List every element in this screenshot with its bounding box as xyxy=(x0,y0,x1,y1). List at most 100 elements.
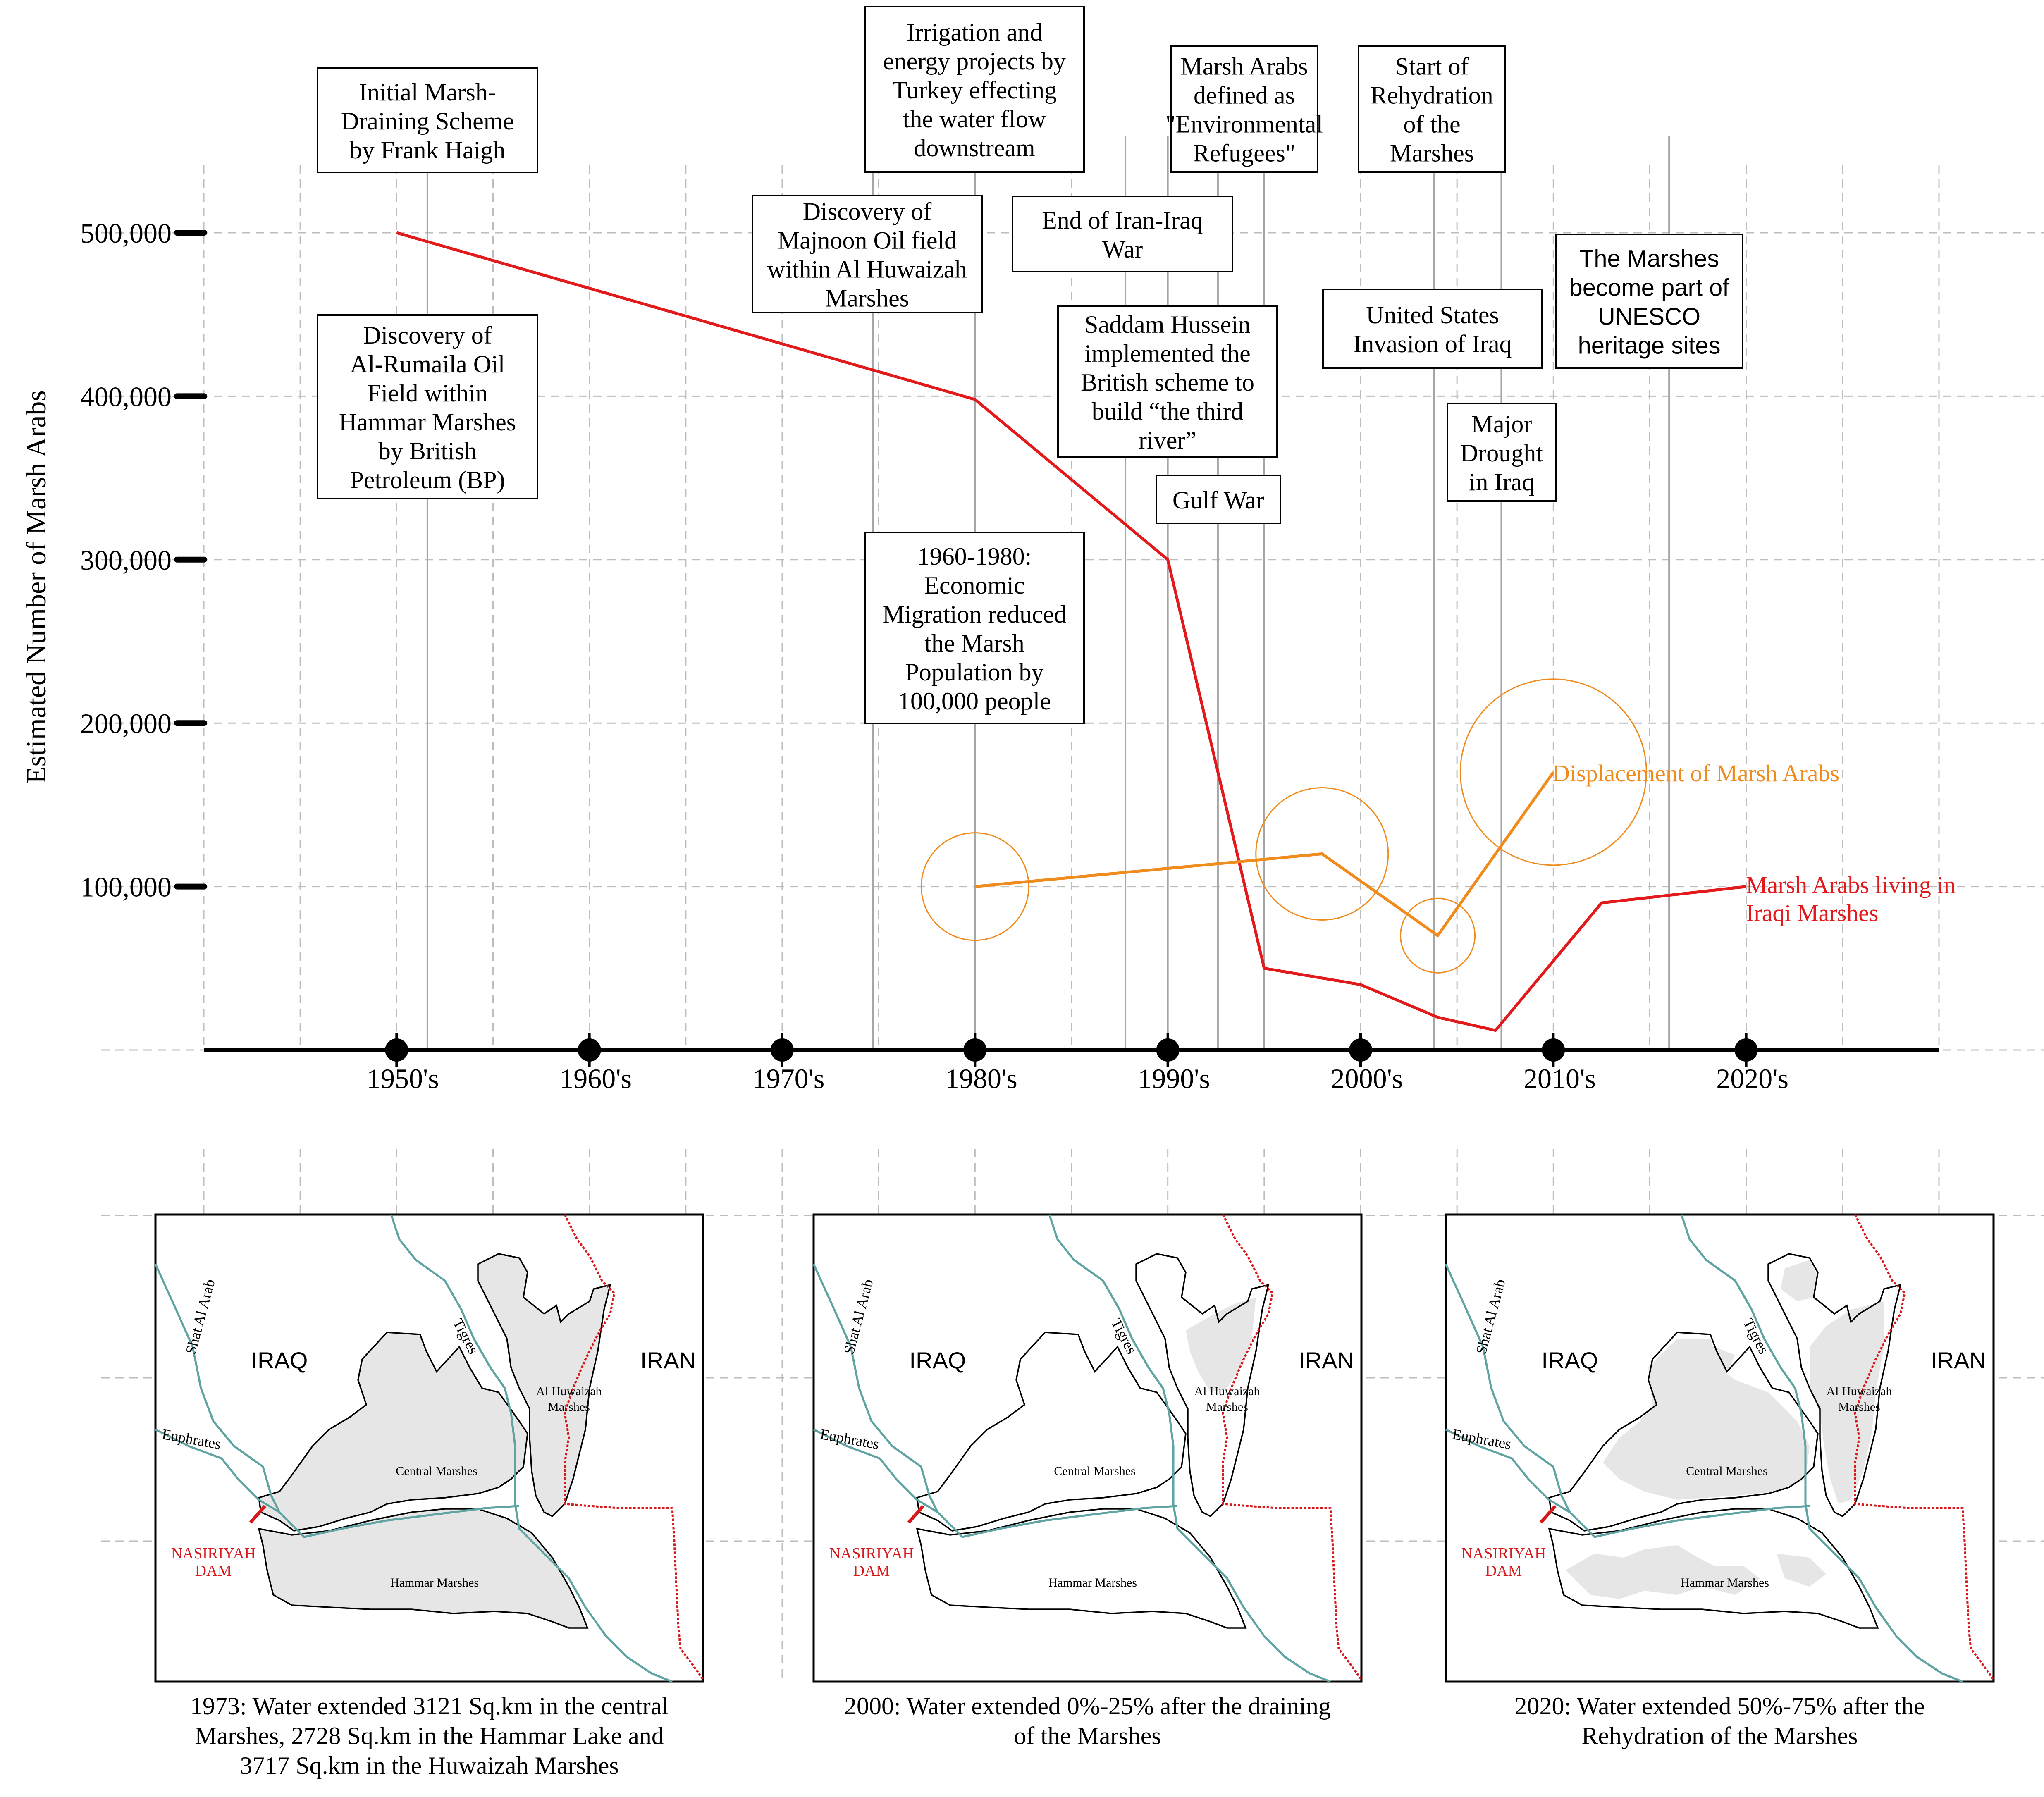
label-hammar-marshes: Hammar Marshes xyxy=(1681,1576,1769,1589)
label-nasiriyah-dam: NASIRIYAH xyxy=(171,1545,256,1562)
event-label: Saddam Hussein xyxy=(1084,311,1251,338)
event-label: Population by xyxy=(905,659,1043,686)
event-label: heritage sites xyxy=(1578,332,1721,359)
hammar-marshes-outline xyxy=(258,1508,589,1629)
label-hammar-marshes: Hammar Marshes xyxy=(390,1576,479,1589)
y-tick-label: 300,000 xyxy=(80,544,172,576)
shat-al-arab-river xyxy=(812,1263,939,1513)
label-al-huwaizah: Marshes xyxy=(1838,1400,1880,1414)
label-iraq: IRAQ xyxy=(1542,1347,1598,1373)
label-iraq: IRAQ xyxy=(910,1347,966,1373)
event-label: Discovery of xyxy=(803,198,932,225)
event-label: the water flow xyxy=(903,105,1046,133)
event-box xyxy=(1057,305,1278,458)
central-marshes-outline xyxy=(916,1332,1187,1532)
event-label: Refugees" xyxy=(1193,140,1296,167)
event-label: End of Iran-Iraq xyxy=(1042,207,1203,234)
event-label: of the xyxy=(1403,111,1460,138)
map-caption: 3717 Sq.km in the Huwaizah Marshes xyxy=(240,1752,619,1779)
label-nasiriyah-dam: DAM xyxy=(853,1562,890,1580)
x-tick-label: 2020's xyxy=(1716,1063,1788,1094)
nasiriyah-dam-marker xyxy=(907,1505,925,1524)
event-box xyxy=(1012,196,1233,272)
hammar-marshes-outline xyxy=(916,1508,1247,1629)
x-tick-label: 2010's xyxy=(1523,1063,1596,1094)
event-label: "Environmental xyxy=(1165,111,1323,138)
marsh-water-patch xyxy=(1694,1339,1735,1388)
x-tick-label: 2000's xyxy=(1331,1063,1403,1094)
event-label: implemented the xyxy=(1084,340,1251,367)
marsh-water-patch xyxy=(1777,1554,1826,1587)
marsh-water-patch xyxy=(1566,1545,1760,1599)
event-box xyxy=(1156,475,1281,524)
label-al-huwaizah: Al Huwaizah xyxy=(1826,1384,1892,1398)
event-label: 100,000 people xyxy=(898,687,1051,715)
y-tick-label: 500,000 xyxy=(80,217,172,249)
label-central-marshes: Central Marshes xyxy=(1686,1464,1767,1478)
central-marshes-outline xyxy=(1548,1332,1819,1532)
tigris-river xyxy=(390,1214,673,1683)
event-label: Initial Marsh- xyxy=(359,79,496,106)
label-nasiriyah-dam: DAM xyxy=(1485,1562,1522,1580)
euphrates-river xyxy=(813,1428,1178,1538)
event-label: Major xyxy=(1471,410,1532,438)
event-label: Economic xyxy=(924,572,1024,599)
x-tick-label: 1980's xyxy=(945,1063,1017,1094)
map-caption: 2020: Water extended 50%-75% after the xyxy=(1514,1692,1925,1720)
shat-al-arab-river xyxy=(1445,1263,1571,1513)
label-al-huwaizah: Marshes xyxy=(1206,1400,1248,1414)
event-label: Migration reduced xyxy=(883,601,1067,628)
event-label: by Frank Haigh xyxy=(350,136,506,164)
label-iran: IRAN xyxy=(1299,1347,1354,1373)
central-marshes-water xyxy=(259,1332,528,1531)
y-tick-label: 200,000 xyxy=(80,708,172,739)
event-label: Marsh Arabs xyxy=(1180,53,1308,80)
iran-iraq-border xyxy=(1222,1214,1363,1680)
event-label: Start of xyxy=(1395,53,1469,80)
map-caption: 1973: Water extended 3121 Sq.km in the c… xyxy=(190,1692,669,1720)
huwaizah-marshes-outline xyxy=(1135,1253,1270,1518)
x-tick-label: 1950's xyxy=(367,1063,439,1094)
label-hammar-marshes: Hammar Marshes xyxy=(1048,1576,1137,1589)
y-tick-label: 400,000 xyxy=(80,381,172,412)
series-label-displacement: Displacement of Marsh Arabs xyxy=(1552,760,1839,787)
event-box xyxy=(317,314,538,499)
label-central-marshes: Central Marshes xyxy=(1054,1464,1135,1478)
event-label: Discovery of xyxy=(363,322,492,349)
event-box xyxy=(752,195,983,313)
shat-al-arab-river xyxy=(154,1263,281,1513)
label-nasiriyah-dam: NASIRIYAH xyxy=(829,1545,914,1562)
event-label: in Iraq xyxy=(1469,468,1534,496)
euphrates-river xyxy=(1445,1428,1810,1538)
label-nasiriyah-dam: NASIRIYAH xyxy=(1461,1545,1546,1562)
label-central-marshes: Central Marshes xyxy=(396,1464,477,1478)
map-caption: Marshes, 2728 Sq.km in the Hammar Lake a… xyxy=(195,1722,664,1749)
displacement-bubble xyxy=(1255,787,1389,921)
x-tick-label: 1990's xyxy=(1138,1063,1210,1094)
x-tick-label: 1970's xyxy=(752,1063,825,1094)
huwaizah-marshes-outline xyxy=(477,1253,611,1518)
map-caption: of the Marshes xyxy=(1014,1722,1161,1749)
hammar-marshes-water xyxy=(259,1509,587,1628)
event-label: Al-Rumaila Oil xyxy=(350,351,505,378)
label-al-huwaizah: Al Huwaizah xyxy=(536,1384,602,1398)
event-label: Marshes xyxy=(825,285,909,312)
hammar-marshes-outline xyxy=(1548,1508,1879,1629)
y-axis-label: Estimated Number of Marsh Arabs xyxy=(20,390,52,784)
euphrates-river xyxy=(155,1428,520,1538)
event-label: The Marshes xyxy=(1579,246,1719,272)
map-frame xyxy=(812,1213,1363,1683)
event-box xyxy=(1322,289,1543,369)
map-caption: Rehydration of the Marshes xyxy=(1581,1722,1858,1749)
event-label: UNESCO xyxy=(1598,303,1700,330)
displacement-bubble xyxy=(1459,678,1647,866)
event-label: United States xyxy=(1366,301,1499,329)
y-tick-label: 100,000 xyxy=(80,871,172,903)
label-al-huwaizah: Marshes xyxy=(548,1400,590,1414)
population-timeline-chart: 100,000 200,000 300,000 400,000 500,000 Estim… xyxy=(20,6,2044,1094)
tigris-river xyxy=(1048,1214,1331,1683)
